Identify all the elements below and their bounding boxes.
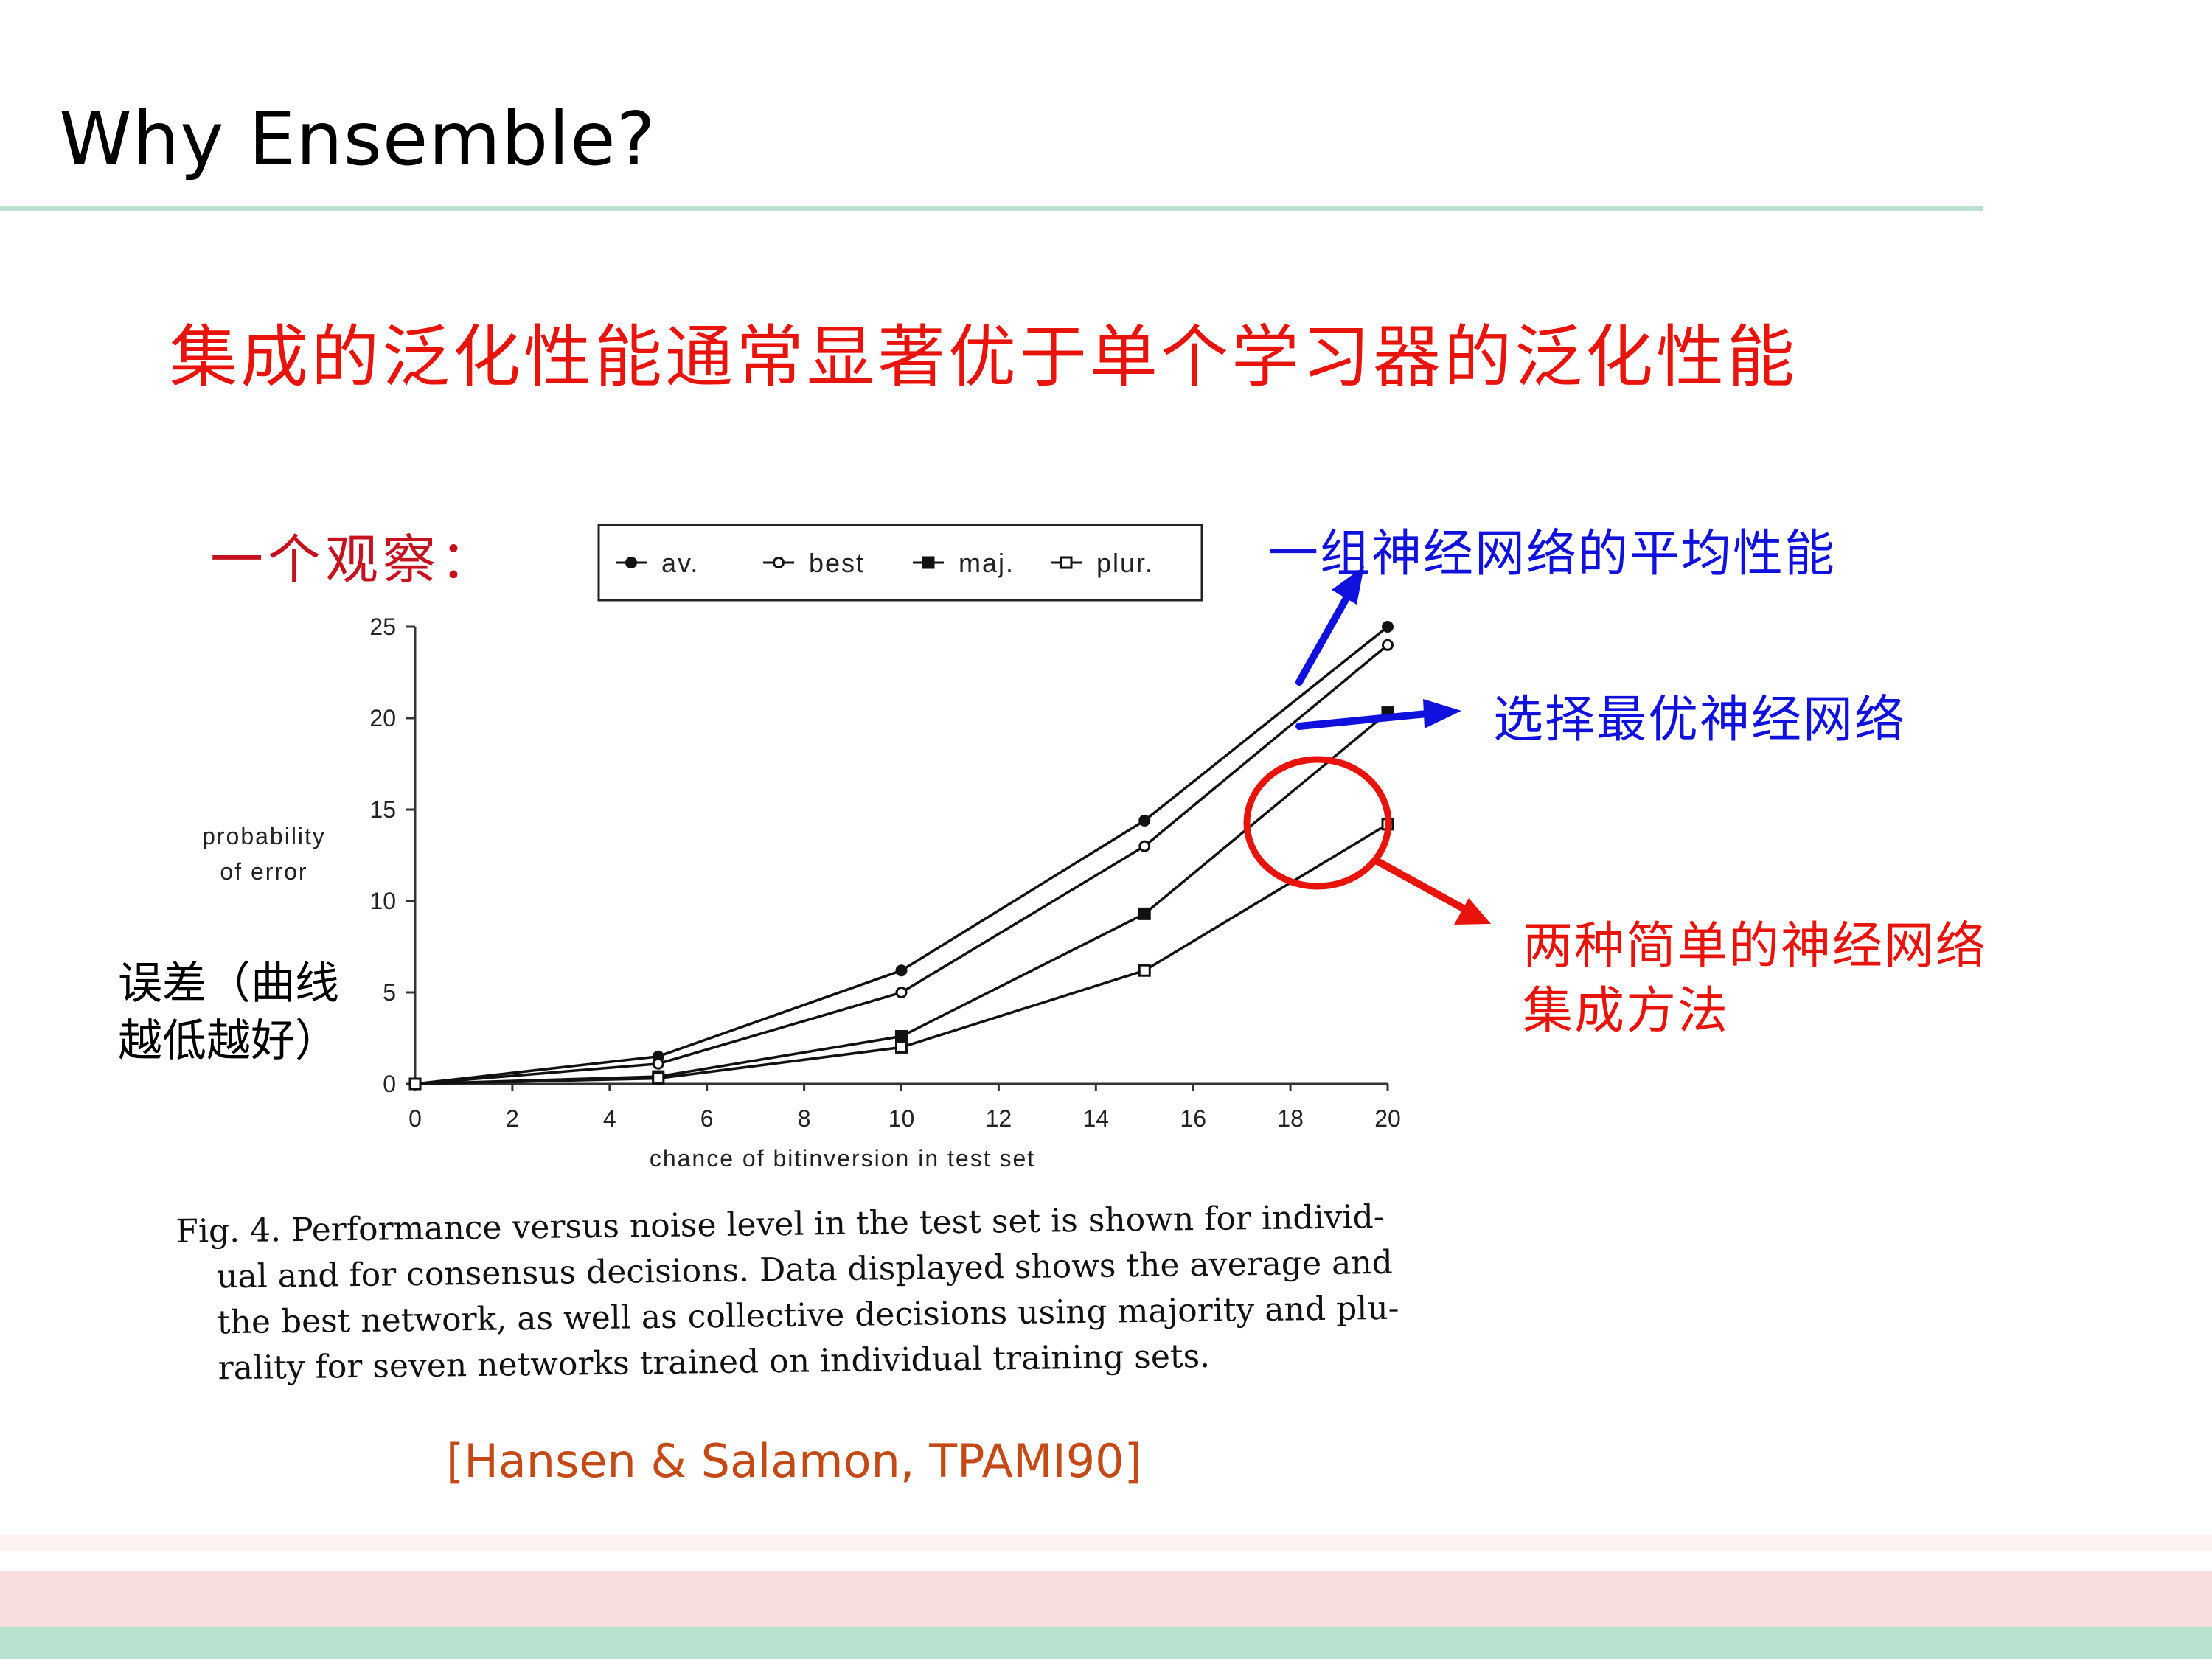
best-arrow-head	[1423, 699, 1461, 728]
chart-series	[408, 621, 1394, 1091]
x-tick-label: 10	[888, 1105, 915, 1132]
data-point	[408, 1077, 422, 1091]
data-point	[652, 1072, 665, 1085]
annotation-error-line-2: 越低越好）	[118, 1015, 339, 1067]
data-point	[1138, 907, 1151, 920]
x-tick-label: 8	[798, 1105, 811, 1132]
annotation-error-line-1: 误差（曲线	[118, 958, 339, 1009]
observation-label: 一个观察：	[210, 529, 498, 591]
x-tick-label: 2	[506, 1105, 519, 1132]
legend-label: maj.	[959, 548, 1015, 578]
annotation-average: 一组神经网络的平均性能	[1268, 525, 1837, 583]
data-point	[1138, 964, 1151, 977]
y-tick-label: 0	[383, 1071, 396, 1097]
y-tick-label: 20	[369, 705, 396, 731]
data-point	[1138, 840, 1151, 852]
average-arrow-shaft	[1295, 579, 1359, 686]
annotation-overlay	[1243, 566, 1491, 925]
legend-marker	[1060, 556, 1073, 569]
y-axis-label-line: probability	[202, 823, 326, 849]
x-tick-label: 4	[603, 1105, 616, 1132]
y-tick-label: 15	[369, 796, 396, 823]
ensemble-arrow-shaft	[1374, 858, 1471, 914]
citation: [Hansen & Salamon, TPAMI90]	[446, 1434, 1142, 1488]
series-line	[414, 625, 1389, 1085]
legend-label: av.	[661, 548, 699, 578]
y-tick-label: 5	[383, 979, 396, 1006]
legend-marker	[625, 557, 637, 568]
data-point	[895, 964, 908, 977]
data-point	[1382, 639, 1394, 651]
footer-band	[0, 1535, 2212, 1551]
annotation-ensemble: 两种简单的神经网络 集成方法	[1523, 914, 1987, 1044]
series-line	[414, 644, 1389, 1085]
data-point	[895, 1030, 908, 1043]
legend-marker	[922, 556, 935, 569]
x-tick-label: 0	[408, 1105, 422, 1132]
x-tick-label: 6	[700, 1105, 714, 1132]
x-axis-label: chance of bitinversion in test set	[650, 1145, 1035, 1172]
y-tick-label: 25	[369, 613, 396, 640]
legend-label: best	[809, 548, 865, 578]
headline: 集成的泛化性能通常显著优于单个学习器的泛化性能	[170, 318, 1798, 397]
average-arrow-head	[1332, 566, 1364, 605]
footer-band	[0, 1627, 2212, 1659]
legend-box	[597, 524, 1203, 602]
x-tick-label: 18	[1277, 1105, 1304, 1132]
footer-band	[0, 1571, 2212, 1627]
x-tick-label: 20	[1374, 1105, 1401, 1132]
y-axis-label-line: of error	[220, 858, 307, 885]
data-point	[1382, 621, 1394, 633]
data-point	[895, 987, 908, 998]
annotation-ensemble-line-1: 两种简单的神经网络	[1523, 917, 1988, 975]
data-point	[652, 1057, 664, 1070]
legend-label: plur.	[1096, 548, 1154, 578]
data-point	[895, 1040, 908, 1054]
series-line	[414, 712, 1389, 1085]
title-divider	[0, 206, 1983, 211]
chart-legend: av. best maj. plur.	[597, 524, 1203, 602]
annotation-best: 选择最优神经网络	[1493, 691, 1907, 749]
x-tick-label: 12	[986, 1105, 1012, 1132]
data-point	[1138, 814, 1151, 827]
annotation-error: 误差（曲线 越低越好）	[118, 955, 339, 1070]
y-tick-label: 10	[369, 888, 396, 914]
ensemble-arrow-head	[1454, 898, 1491, 925]
chart-axes: 0 2 4 6 8 10 12 14 16 18 20 0 5 10 15 20 25 chance of bit…	[202, 613, 1401, 1172]
x-tick-label: 14	[1083, 1105, 1110, 1132]
legend-marker	[773, 557, 785, 568]
best-arrow-shaft	[1295, 710, 1430, 730]
ensemble-highlight-circle	[1243, 756, 1392, 890]
slide-title: Why Ensemble?	[59, 96, 656, 182]
x-tick-label: 16	[1180, 1105, 1206, 1132]
figure-caption: Fig. 4. Performance versus noise level i…	[175, 1193, 1475, 1391]
annotation-ensemble-line-2: 集成方法	[1523, 982, 1730, 1040]
